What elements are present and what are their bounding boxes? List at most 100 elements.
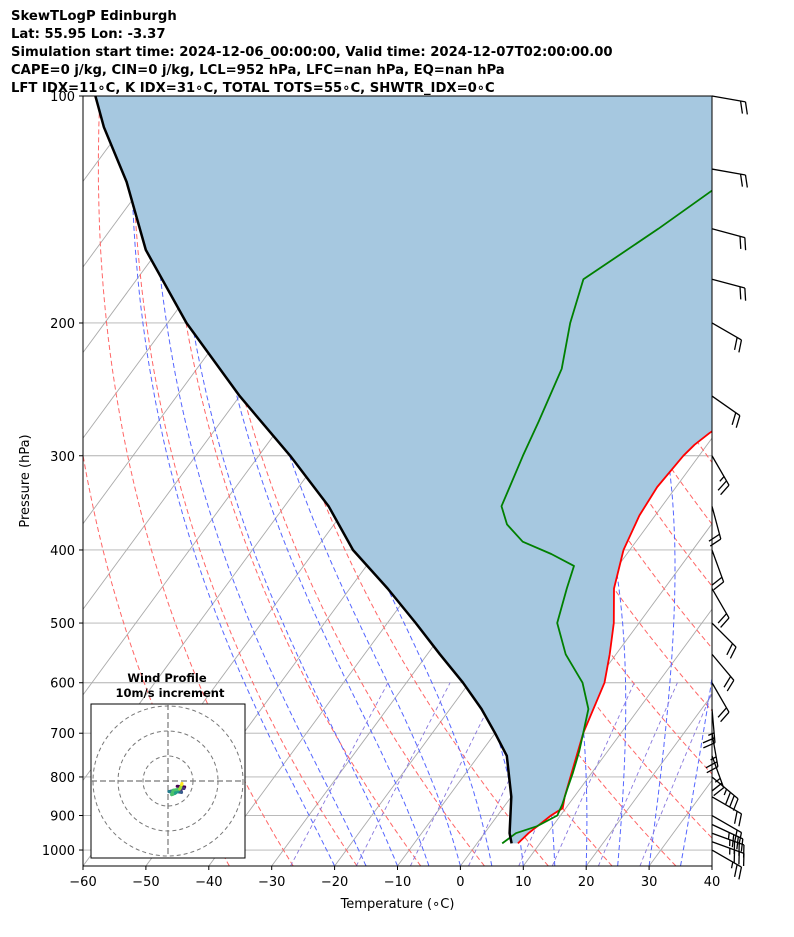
barb-staff <box>711 506 722 540</box>
barb-staff <box>711 588 730 619</box>
wind-barb <box>711 776 739 811</box>
isotherm <box>585 694 712 866</box>
dry-adiabat <box>131 96 358 866</box>
location-line: Lat: 55.95 Lon: -3.37 <box>11 27 166 42</box>
barb-feather <box>717 480 727 491</box>
barb-feather <box>728 795 735 808</box>
barb-feather <box>740 838 744 852</box>
barb-feather <box>703 742 716 749</box>
barb-feather <box>717 613 727 624</box>
y-tick-label: 300 <box>50 450 75 465</box>
wind-barb <box>711 322 743 353</box>
wind-barb <box>711 755 725 797</box>
mixing-ratio-line <box>639 691 712 866</box>
wind-barb <box>711 228 747 251</box>
barb-feather <box>731 834 735 848</box>
y-tick-label: 700 <box>50 727 75 742</box>
barb-feather <box>705 761 718 769</box>
barb-staff <box>711 622 737 648</box>
moist-adiabat <box>195 96 430 866</box>
barb-half-feather <box>708 732 715 736</box>
barb-staff <box>711 755 725 788</box>
x-tick-label: −50 <box>132 875 159 890</box>
times-line: Simulation start time: 2024-12-06_00:00:… <box>11 45 613 60</box>
mixing-ratio-line <box>551 682 635 866</box>
isotherm <box>0 96 20 866</box>
wind-barb <box>711 653 735 692</box>
wind-barbs <box>702 95 748 880</box>
x-tick-label: 40 <box>704 875 721 890</box>
mixing-ratio-line <box>468 682 557 866</box>
barb-feather <box>720 711 730 723</box>
isotherm <box>522 608 712 866</box>
isotherm <box>83 96 84 97</box>
barb-feather <box>738 866 743 880</box>
barb-staff <box>711 832 745 846</box>
wind-barb <box>711 849 743 880</box>
wind-barb <box>711 95 748 115</box>
wind-barb <box>711 814 743 846</box>
barb-feather <box>711 782 723 792</box>
chart-title: SkewTLogP Edinburgh <box>11 9 177 24</box>
barb-half-feather <box>727 832 730 839</box>
barb-feather <box>739 286 742 300</box>
barb-feather <box>733 337 738 351</box>
barb-staff <box>711 322 742 341</box>
barb-feather <box>713 787 725 797</box>
barb-feather <box>706 766 719 774</box>
indices-line-1: CAPE=0 j/kg, CIN=0 j/kg, LCL=952 hPa, LF… <box>11 63 505 78</box>
wind-barb <box>711 832 745 858</box>
barb-staff <box>711 278 746 289</box>
wind-barb <box>711 168 748 188</box>
barb-staff <box>711 849 742 868</box>
barb-staff <box>711 653 735 681</box>
barb-feather <box>744 288 747 301</box>
y-tick-label: 100 <box>50 90 75 105</box>
chart-header: SkewTLogP Edinburgh Lat: 55.95 Lon: -3.3… <box>11 8 613 98</box>
moist-adiabat <box>711 863 712 866</box>
hodograph-subtitle: 10m/s increment <box>116 686 225 700</box>
barb-feather <box>726 643 734 656</box>
barb-feather <box>738 339 743 353</box>
barb-feather <box>739 236 742 249</box>
barb-feather <box>733 811 738 824</box>
wind-barb <box>711 549 725 591</box>
barb-staff <box>711 796 742 815</box>
barb-feather <box>711 576 723 586</box>
barb-feather <box>736 836 739 850</box>
barb-feather <box>744 237 747 251</box>
barb-feather <box>731 412 737 425</box>
barb-half-feather <box>723 788 728 796</box>
barb-feather <box>738 813 743 827</box>
barb-feather <box>717 707 727 718</box>
dry-adiabat <box>784 96 794 866</box>
barb-feather <box>729 646 737 659</box>
barb-feather <box>708 533 720 542</box>
barb-feather <box>720 617 730 628</box>
mixing-ratio-line <box>355 682 451 866</box>
barb-feather <box>733 829 738 843</box>
barb-staff <box>711 682 730 713</box>
y-tick-label: 200 <box>50 317 75 332</box>
barb-half-feather <box>719 476 725 482</box>
x-tick-label: −20 <box>321 875 348 890</box>
dry-adiabat <box>392 96 712 712</box>
y-axis-label: Pressure (hPa) <box>18 434 33 527</box>
barb-feather <box>733 864 738 878</box>
wind-barb <box>711 395 741 428</box>
moist-adiabat <box>251 96 493 866</box>
x-tick-label: 0 <box>456 875 464 890</box>
barb-feather <box>702 737 715 744</box>
wind-barb <box>702 708 716 749</box>
x-tick-label: 30 <box>641 875 658 890</box>
plot-content <box>0 96 794 866</box>
barb-staff <box>711 455 730 486</box>
barb-feather <box>744 101 748 115</box>
wind-barb <box>711 455 730 496</box>
x-tick-label: −10 <box>384 875 411 890</box>
dry-adiabat <box>197 96 485 866</box>
barb-staff <box>711 549 725 583</box>
barb-feather <box>732 798 739 811</box>
